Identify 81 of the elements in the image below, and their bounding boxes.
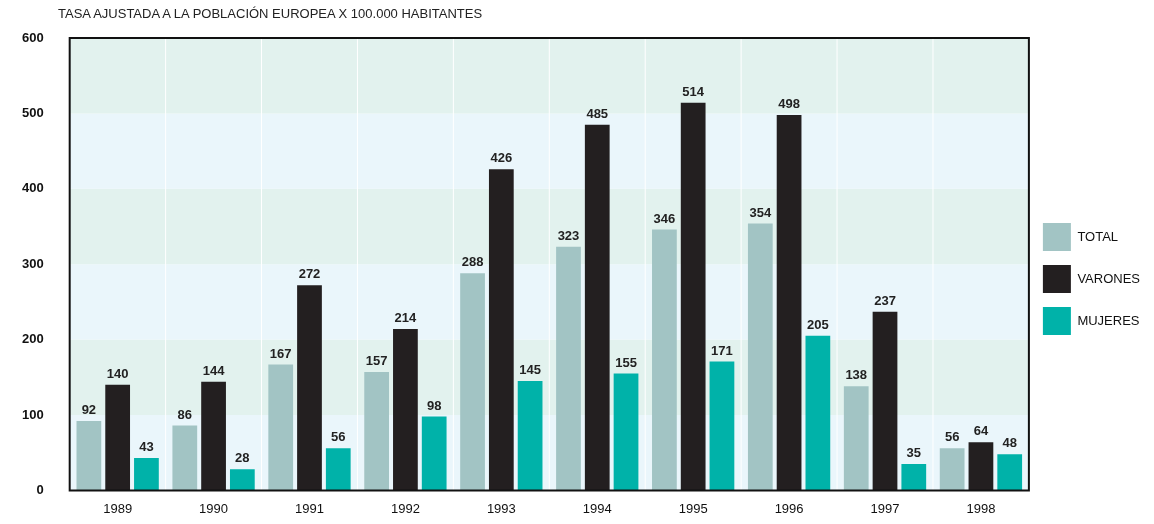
bar (652, 229, 677, 491)
data-label: 205 (807, 316, 829, 332)
data-label: 237 (874, 292, 896, 308)
bar (76, 421, 102, 491)
bar (421, 416, 447, 491)
y-tick-label: 600 (21, 29, 44, 45)
data-label: 140 (106, 365, 129, 381)
y-tick-label: 0 (36, 481, 44, 497)
legend-label: MUJERES (1077, 312, 1140, 328)
data-label: 35 (906, 445, 922, 461)
legend-label: VARONES (1077, 270, 1141, 286)
data-label: 98 (426, 397, 442, 413)
data-label: 86 (177, 406, 193, 422)
data-label: 64 (973, 423, 989, 439)
data-label: 167 (269, 345, 292, 361)
bar (776, 114, 802, 491)
bar (134, 457, 159, 491)
data-label: 155 (615, 354, 637, 370)
bar (613, 373, 639, 491)
bar (747, 223, 773, 491)
data-label: 92 (81, 402, 97, 418)
bar (901, 464, 927, 491)
x-tick-label: 1990 (199, 500, 229, 516)
data-label: 138 (845, 367, 868, 383)
bar (709, 361, 735, 491)
x-tick-label: 1992 (390, 500, 420, 516)
data-label: 171 (711, 342, 733, 358)
bar (872, 311, 898, 491)
data-label: 28 (235, 450, 250, 466)
bar (680, 102, 706, 491)
bar (268, 364, 294, 491)
bar (997, 454, 1023, 491)
bar (393, 329, 418, 491)
bar (488, 169, 514, 491)
chart-title: TASA AJUSTADA A LA POBLACIÓN EUROPEA X 100.000 HABITANTES (58, 6, 483, 21)
data-label: 144 (202, 362, 226, 378)
data-label: 323 (557, 227, 580, 243)
data-label: 214 (394, 310, 418, 326)
data-label: 56 (331, 429, 346, 445)
data-label: 485 (586, 105, 609, 121)
data-label: 354 (749, 204, 772, 220)
y-tick-label: 400 (21, 180, 44, 196)
y-tick-label: 200 (21, 331, 44, 347)
x-tick-label: 1996 (774, 500, 804, 516)
data-label: 56 (944, 429, 960, 445)
bar (297, 285, 322, 491)
y-tick-label: 500 (21, 104, 44, 120)
x-tick-label: 1994 (582, 500, 612, 516)
x-tick-label: 1995 (678, 500, 708, 516)
data-label: 157 (365, 353, 388, 369)
data-label: 48 (1002, 435, 1017, 451)
bar (325, 448, 351, 491)
bar (843, 386, 869, 491)
x-tick-label: 1998 (966, 500, 996, 516)
x-tick-label: 1993 (486, 500, 516, 516)
bar (556, 246, 581, 491)
y-tick-label: 100 (21, 406, 44, 422)
x-tick-label: 1989 (103, 500, 133, 516)
bar (105, 384, 131, 491)
bar (201, 381, 226, 491)
bar (460, 273, 485, 491)
bar (172, 425, 198, 491)
y-tick-label: 300 (21, 255, 44, 271)
bar (584, 124, 610, 491)
bar (968, 442, 994, 491)
data-label: 346 (653, 210, 676, 226)
bar (805, 335, 831, 491)
data-label: 498 (778, 95, 800, 111)
data-label: 145 (519, 362, 541, 378)
data-label: 514 (682, 83, 705, 99)
x-tick-label: 1997 (870, 500, 900, 516)
data-label: 426 (490, 150, 513, 166)
bar (229, 469, 255, 491)
bar (939, 448, 965, 491)
legend-label: TOTAL (1077, 228, 1119, 244)
data-label: 288 (461, 254, 484, 270)
bar (517, 381, 543, 491)
data-label: 272 (298, 266, 321, 282)
data-label: 43 (139, 439, 154, 455)
bar (364, 372, 390, 491)
x-tick-label: 1991 (295, 500, 324, 516)
